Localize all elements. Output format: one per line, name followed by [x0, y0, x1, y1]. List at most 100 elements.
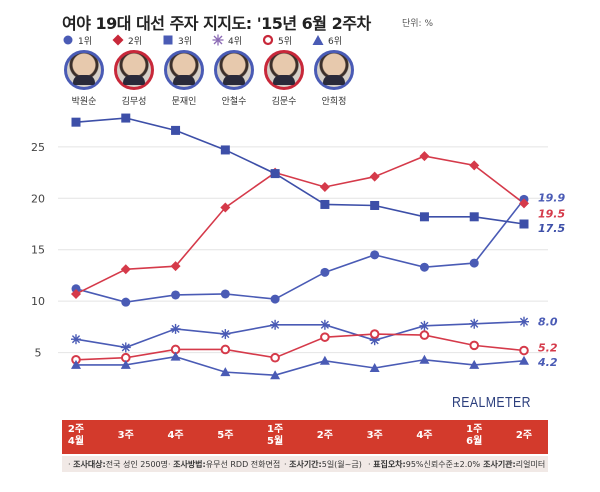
diamond-marker: [170, 261, 181, 272]
candidate-portraits: 박원순 김무성 문재인 안철수 김문수 안희정: [62, 50, 362, 112]
note-label: 조사대상:: [73, 460, 106, 469]
diamond-marker: [71, 288, 81, 299]
square-marker: [270, 169, 280, 179]
x-tick-label: 2주: [316, 430, 333, 441]
note-label: 조사기간:: [289, 460, 322, 469]
y-tick-label: 25: [31, 141, 45, 154]
end-value-label: 19.9: [538, 191, 565, 204]
note-label: 표집오차:: [373, 460, 406, 469]
ring-marker: [519, 345, 529, 356]
legend: 1위 2위 3위 4위 5위 6위: [62, 32, 362, 48]
note-text: 5일(월~금): [321, 460, 362, 469]
candidate-portrait: [164, 50, 204, 90]
series-line: [75, 198, 525, 303]
asterisk-marker: [120, 342, 131, 353]
ring-marker: [270, 352, 280, 363]
circle-marker-icon: [63, 35, 73, 45]
survey-note-item: · 조사기관:리얼미터: [478, 460, 546, 469]
square-marker-icon: [163, 35, 173, 45]
square-marker: [171, 125, 181, 135]
candidate-name: 박원순: [71, 97, 97, 107]
legend-label: 4위: [228, 37, 243, 47]
square-marker: [320, 199, 330, 209]
survey-notes: · 조사대상:전국 성인 2500명 · 조사방법:유무선 RDD 전화면접 ·…: [62, 456, 548, 472]
series-line: [75, 320, 525, 349]
note-text: 95%신뢰수준±2.0%: [405, 460, 480, 469]
x-tick-label: 4주: [416, 430, 433, 441]
legend-label: 1위: [78, 37, 93, 47]
legend-label: 2위: [128, 37, 143, 47]
x-axis-bar: 2주 4월 3주 4주 5주 1주 5월 2주 3주 4주 1주 6월 2주: [62, 420, 548, 454]
x-tick-label: 4주: [167, 430, 184, 441]
diamond-marker: [220, 202, 231, 213]
y-axis-ticks: 5 10 15 20 25: [31, 141, 45, 360]
x-tick-label: 5주: [217, 430, 234, 441]
note-label: 조사기관:: [483, 460, 516, 469]
asterisk-stroke: [221, 329, 230, 339]
x-tick-label: 3주: [117, 430, 134, 441]
circle-marker: [320, 267, 330, 277]
asterisk-stroke: [121, 343, 130, 352]
ring-marker-icon: [262, 34, 274, 46]
candidate-name: 김무성: [121, 97, 147, 107]
circle-marker: [220, 289, 230, 299]
candidate-portrait: [64, 50, 104, 90]
asterisk-marker: [419, 320, 430, 331]
asterisk-marker-icon: [212, 34, 224, 46]
end-value-label: 4.2: [537, 356, 558, 369]
diamond-marker-icon: [112, 34, 124, 46]
candidate-name: 문재인: [171, 97, 197, 107]
diamond-marker: [419, 151, 430, 162]
series-markers: [71, 113, 529, 380]
asterisk-stroke: [420, 321, 429, 330]
asterisk-stroke: [71, 335, 81, 344]
end-value-label: 19.5: [538, 207, 565, 220]
triangle-marker: [120, 359, 131, 369]
x-tick-label: 3주: [366, 430, 383, 441]
candidate-portrait: [314, 50, 354, 90]
circle-marker: [469, 258, 479, 268]
triangle-marker: [319, 355, 330, 365]
end-value-label: 17.5: [538, 222, 565, 235]
candidate-portrait: [264, 50, 304, 90]
note-text: 유무선 RDD 전화면접: [205, 460, 281, 469]
square-marker: [419, 212, 429, 222]
asterisk-marker: [319, 319, 330, 330]
asterisk-marker: [469, 318, 480, 329]
candidate-name: 안희정: [321, 97, 347, 107]
circle-marker: [171, 290, 181, 300]
candidate-portrait: [114, 50, 154, 90]
x-tick-label: 1주 6월: [466, 424, 483, 447]
triangle-marker: [220, 367, 231, 377]
ring-marker: [469, 340, 480, 351]
diamond-marker: [519, 198, 529, 209]
x-tick-label: 1주 5월: [267, 424, 284, 447]
note-label: 조사방법:: [173, 460, 206, 469]
y-tick-label: 15: [31, 244, 45, 257]
brand-logo: REALMETER: [452, 394, 531, 411]
square-marker: [519, 219, 529, 229]
note-text: 전국 성인 2500명: [105, 460, 168, 469]
legend-label: 6위: [328, 37, 343, 47]
triangle-marker: [369, 363, 380, 372]
diamond-marker: [369, 171, 380, 182]
survey-note-item: · 표집오차:95%신뢰수준±2.0%: [368, 460, 480, 469]
asterisk-stroke: [519, 317, 529, 326]
circle-marker: [71, 284, 81, 294]
legend-label: 3위: [178, 37, 193, 47]
ring-marker: [419, 330, 430, 340]
end-value-label: 5.2: [538, 342, 558, 355]
circle-marker: [270, 294, 280, 304]
asterisk-marker: [170, 323, 181, 334]
chart-title: 여야 19대 대선 주자 지지도: '15년 6월 2주차: [62, 14, 371, 33]
x-tick-label: 2주 4월: [67, 424, 85, 447]
y-tick-label: 5: [35, 347, 42, 360]
square-marker: [469, 212, 479, 222]
candidate-name: 안철수: [221, 97, 247, 107]
circle-marker: [121, 297, 131, 307]
ring-marker: [320, 332, 330, 342]
triangle-marker: [419, 354, 430, 364]
survey-note-item: · 조사방법:유무선 RDD 전화면접: [168, 460, 281, 469]
y-tick-label: 10: [31, 295, 45, 308]
